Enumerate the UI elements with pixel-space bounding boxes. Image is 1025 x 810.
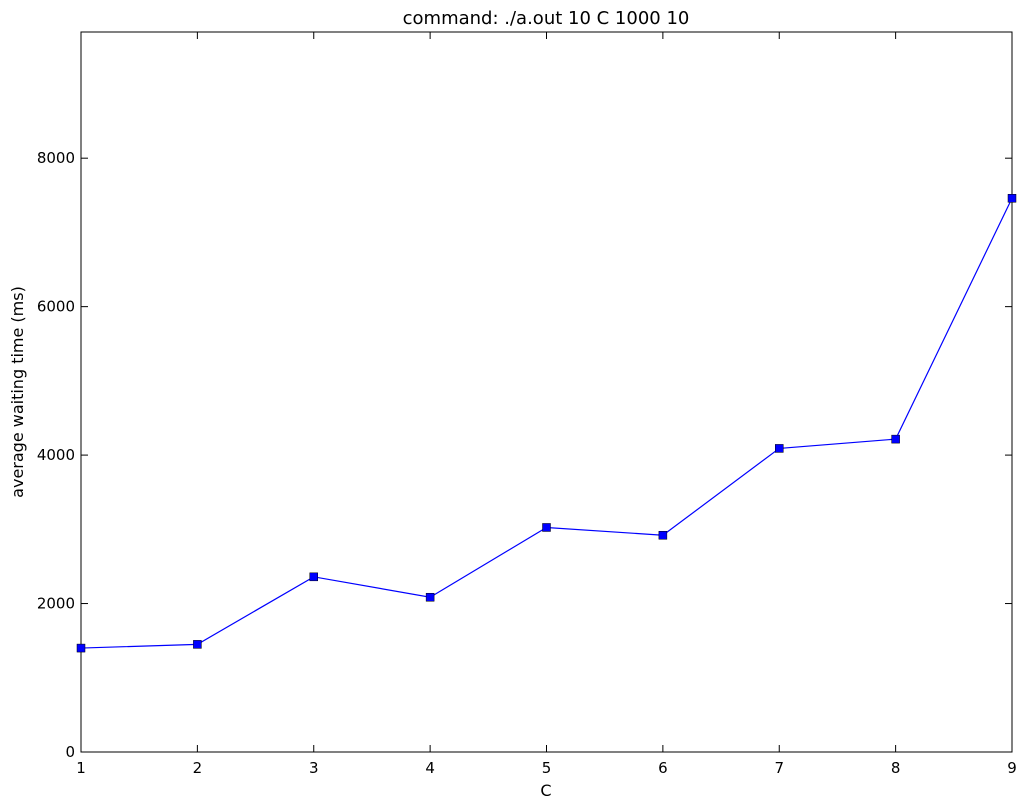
x-tick-label: 4: [425, 759, 435, 777]
data-point: [425, 592, 435, 602]
y-tick-label: 4000: [37, 446, 75, 464]
data-point: [309, 572, 318, 582]
data-point: [891, 434, 900, 444]
data-point: [1007, 194, 1017, 203]
plot-area: 1 2 3 4 5 6 7 8 9 0 2000 4000 6000 8000: [37, 31, 1017, 777]
x-tick-label: 2: [193, 759, 203, 777]
y-tick-label: 2000: [37, 595, 75, 613]
data-point: [193, 640, 202, 649]
y-tick-label: 6000: [37, 298, 75, 316]
plot-frame: [80, 31, 1013, 753]
x-tick-label: 9: [1007, 759, 1017, 777]
x-tick-label: 3: [309, 759, 319, 777]
data-point: [76, 643, 86, 653]
x-tick-label: 7: [774, 759, 784, 777]
y-tick-label: 8000: [37, 149, 75, 167]
data-point: [775, 444, 784, 453]
x-tick-label: 1: [76, 759, 86, 777]
data-point: [542, 523, 551, 532]
y-axis-label: average waiting time (ms): [8, 286, 27, 498]
chart-title: command: ./a.out 10 C 1000 10: [403, 8, 690, 29]
x-tick-label: 5: [542, 759, 552, 777]
y-tick-label: 0: [65, 743, 75, 761]
series-line: [80, 198, 1013, 649]
x-tick-label: 8: [891, 759, 901, 777]
x-tick-label: 6: [658, 759, 668, 777]
data-point: [658, 531, 668, 540]
x-axis-label: C: [540, 781, 551, 800]
